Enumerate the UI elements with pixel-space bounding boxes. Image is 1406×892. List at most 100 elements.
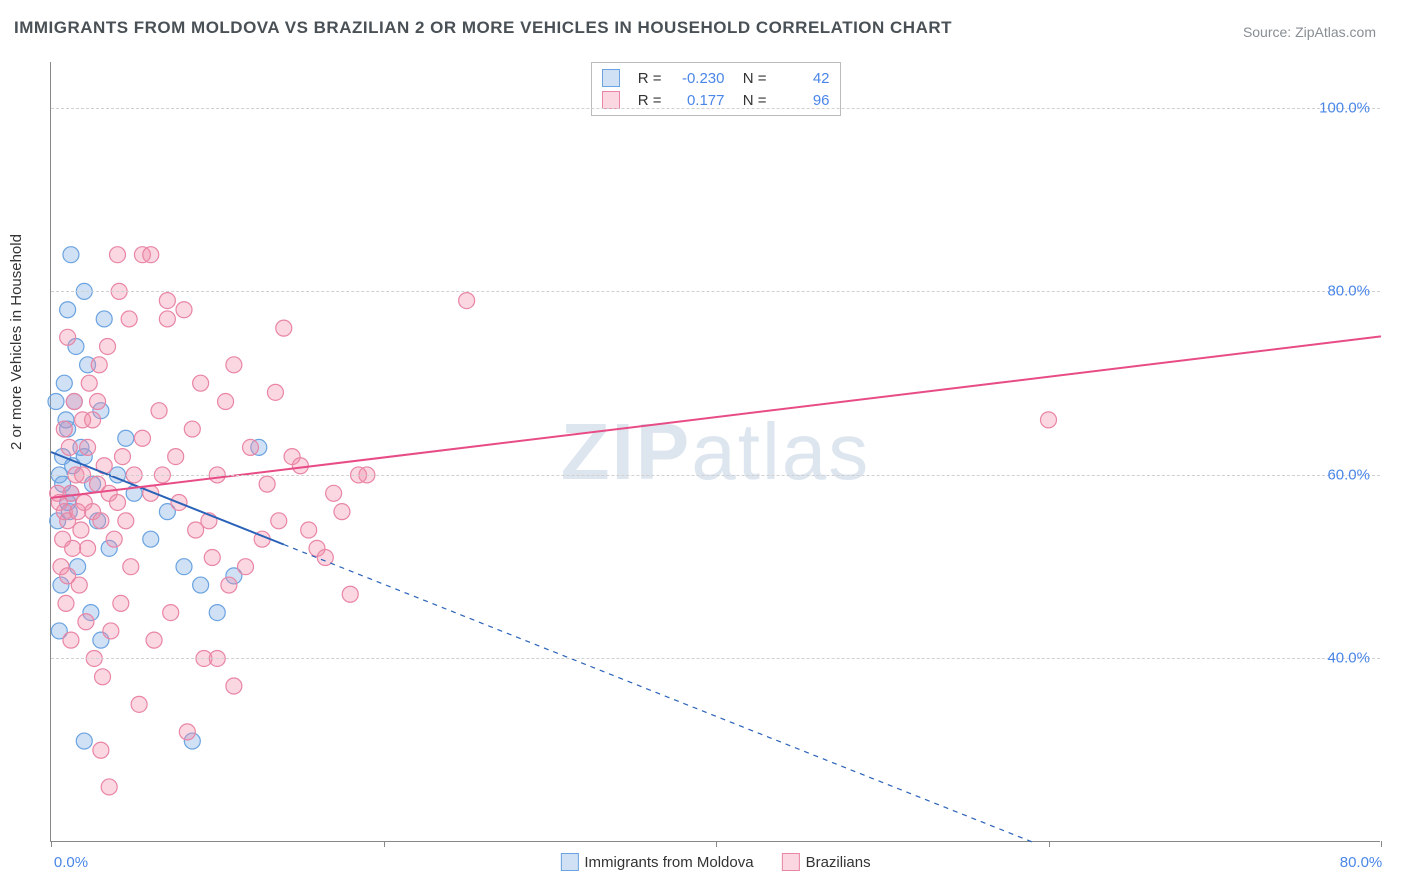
x-tick-mark: [1049, 841, 1050, 847]
scatter-point: [271, 513, 287, 529]
bottom-legend: Immigrants from Moldova Brazilians: [560, 853, 870, 871]
trend-line-solid: [51, 336, 1381, 498]
scatter-point: [204, 550, 220, 566]
scatter-point: [100, 338, 116, 354]
scatter-point: [93, 742, 109, 758]
scatter-point: [1041, 412, 1057, 428]
scatter-point: [163, 605, 179, 621]
y-tick-label: 100.0%: [1319, 99, 1370, 116]
source-attribution: Source: ZipAtlas.com: [1243, 24, 1376, 40]
scatter-point: [85, 412, 101, 428]
scatter-point: [168, 449, 184, 465]
scatter-point: [50, 485, 66, 501]
scatter-point: [118, 513, 134, 529]
scatter-point: [76, 733, 92, 749]
scatter-point: [61, 439, 77, 455]
scatter-point: [73, 522, 89, 538]
x-tick-label: 0.0%: [54, 854, 88, 871]
legend-label-1: Brazilians: [806, 854, 871, 871]
scatter-point: [106, 531, 122, 547]
scatter-point: [58, 595, 74, 611]
legend-item-1: Brazilians: [782, 853, 871, 871]
scatter-point: [60, 329, 76, 345]
scatter-point: [80, 439, 96, 455]
scatter-point: [143, 247, 159, 263]
scatter-point: [221, 577, 237, 593]
y-axis-label: 2 or more Vehicles in Household: [8, 234, 25, 450]
scatter-point: [193, 375, 209, 391]
scatter-point: [459, 293, 475, 309]
grid-line: [51, 291, 1380, 292]
legend-swatch-0: [560, 853, 578, 871]
scatter-point: [66, 394, 82, 410]
scatter-point: [80, 540, 96, 556]
scatter-point: [114, 449, 130, 465]
scatter-point: [118, 430, 134, 446]
grid-line: [51, 475, 1380, 476]
x-tick-mark: [716, 841, 717, 847]
scatter-point: [131, 696, 147, 712]
scatter-point: [326, 485, 342, 501]
scatter-point: [159, 293, 175, 309]
legend-item-0: Immigrants from Moldova: [560, 853, 753, 871]
scatter-point: [113, 595, 129, 611]
grid-line: [51, 108, 1380, 109]
scatter-point: [60, 302, 76, 318]
scatter-point: [176, 559, 192, 575]
y-tick-label: 80.0%: [1327, 283, 1370, 300]
y-tick-label: 40.0%: [1327, 650, 1370, 667]
scatter-point: [209, 605, 225, 621]
scatter-point: [101, 779, 117, 795]
trend-line-dashed: [284, 544, 1033, 842]
scatter-point: [91, 357, 107, 373]
chart-title: IMMIGRANTS FROM MOLDOVA VS BRAZILIAN 2 O…: [14, 18, 952, 38]
scatter-point: [301, 522, 317, 538]
scatter-point: [70, 504, 86, 520]
scatter-point: [342, 586, 358, 602]
scatter-point: [238, 559, 254, 575]
scatter-point: [81, 375, 97, 391]
scatter-point: [93, 513, 109, 529]
scatter-point: [179, 724, 195, 740]
x-tick-mark: [384, 841, 385, 847]
scatter-point: [226, 678, 242, 694]
scatter-point: [226, 357, 242, 373]
scatter-point: [184, 421, 200, 437]
scatter-point: [159, 311, 175, 327]
scatter-point: [276, 320, 292, 336]
scatter-point: [110, 494, 126, 510]
scatter-point: [243, 439, 259, 455]
scatter-point: [65, 540, 81, 556]
scatter-point: [146, 632, 162, 648]
scatter-point: [48, 394, 64, 410]
scatter-point: [259, 476, 275, 492]
scatter-point: [121, 311, 137, 327]
scatter-point: [78, 614, 94, 630]
plot-area: ZIPatlas R = -0.230 N = 42 R = 0.177 N =…: [50, 62, 1380, 842]
scatter-point: [110, 247, 126, 263]
legend-swatch-1: [782, 853, 800, 871]
scatter-point: [63, 632, 79, 648]
scatter-point: [334, 504, 350, 520]
scatter-point: [188, 522, 204, 538]
scatter-point: [96, 311, 112, 327]
legend-label-0: Immigrants from Moldova: [584, 854, 753, 871]
y-tick-label: 60.0%: [1327, 466, 1370, 483]
scatter-point: [60, 568, 76, 584]
scatter-point: [284, 449, 300, 465]
x-tick-mark: [1381, 841, 1382, 847]
scatter-point: [134, 430, 150, 446]
scatter-point: [90, 394, 106, 410]
x-tick-label: 80.0%: [1340, 854, 1383, 871]
chart-svg: [51, 62, 1380, 841]
scatter-point: [267, 384, 283, 400]
x-tick-mark: [51, 841, 52, 847]
scatter-point: [151, 403, 167, 419]
grid-line: [51, 658, 1380, 659]
scatter-point: [176, 302, 192, 318]
scatter-point: [218, 394, 234, 410]
scatter-point: [95, 669, 111, 685]
scatter-point: [56, 375, 72, 391]
scatter-point: [63, 247, 79, 263]
scatter-point: [193, 577, 209, 593]
